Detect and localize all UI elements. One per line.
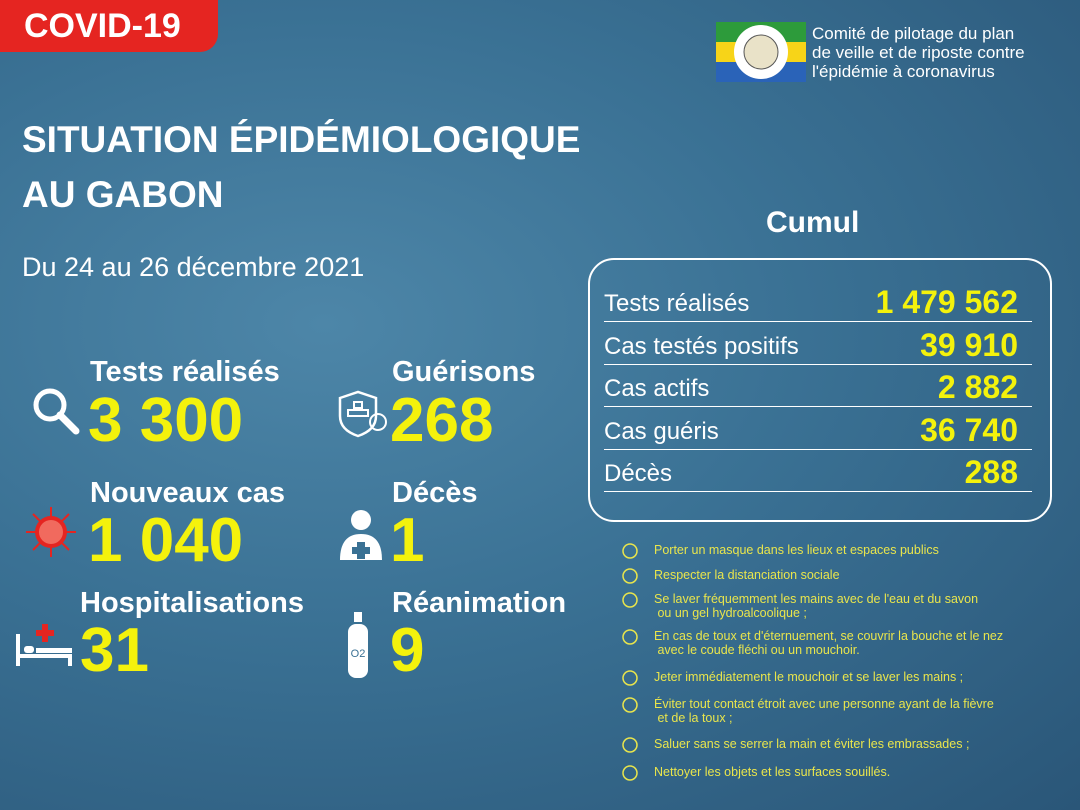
title-line: AU GABON (22, 174, 224, 215)
cumul-value: 36 740 (920, 411, 1018, 448)
advice-icon (622, 629, 638, 645)
cumul-row: Tests réalisés 1 479 562 (604, 279, 1032, 322)
icon-bed (16, 624, 72, 666)
advice-item: Se laver fréquemment les mains avec de l… (654, 592, 978, 620)
org-line: Comité de pilotage du plan (812, 24, 1015, 43)
icon-virus (26, 507, 76, 557)
advice-line: Respecter la distanciation sociale (654, 568, 840, 582)
cumul-value: 1 479 562 (875, 284, 1018, 320)
org-line: l'épidémie à coronavirus (812, 62, 995, 81)
cumul-value: 39 910 (920, 326, 1018, 363)
advice-item: Saluer sans se serrer la main et éviter … (654, 737, 969, 751)
cumul-label: Tests réalisés (604, 290, 750, 317)
badge: COVID-19 (0, 0, 218, 52)
cumul-row: Cas testés positifs 39 910 (604, 322, 1032, 365)
advice-icon (622, 568, 638, 584)
stat-value: 31 (80, 616, 149, 685)
advice-icon (622, 543, 638, 559)
advice-icon (622, 697, 638, 713)
cumul-label: Cas actifs (604, 375, 710, 402)
cumul-value: 2 882 (937, 369, 1018, 405)
advice-icon (622, 670, 638, 686)
icon-search (33, 388, 80, 435)
title-line: SITUATION ÉPIDÉMIOLOGIQUE (22, 119, 581, 160)
advice-item: Respecter la distanciation sociale (654, 568, 840, 582)
advice-line: Jeter immédiatement le mouchoir et se la… (654, 670, 964, 684)
stat-value: 3 300 (88, 386, 244, 455)
org-line: de veille et de riposte contre (812, 43, 1025, 62)
cumul-label: Cas guéris (604, 417, 719, 445)
advice-item: Porter un masque dans les lieux et espac… (654, 543, 939, 557)
stat-label: Réanimation (392, 587, 567, 619)
stat-label: Hospitalisations (80, 587, 304, 619)
stat-label: Nouveaux cas (90, 477, 286, 509)
cumul-value: 288 (964, 454, 1018, 490)
advice-line: avec le coude fléchi ou un mouchoir. (654, 643, 860, 657)
advice-line: et de la toux ; (654, 711, 733, 725)
icon-person (340, 510, 382, 560)
cumul-row: Décès 288 (604, 449, 1032, 492)
organisation: Comité de pilotage du plan de veille et … (812, 24, 1025, 81)
cumul-label: Cas testés positifs (604, 332, 799, 360)
advice-line: Saluer sans se serrer la main et éviter … (654, 737, 970, 751)
stat-label: Guérisons (392, 356, 536, 388)
cumul-label: Décès (604, 460, 673, 487)
flag (716, 22, 806, 82)
advice-item: En cas de toux et d'éternuement, se couv… (654, 629, 1003, 657)
advice-line: ou un gel hydroalcoolique ; (654, 606, 807, 620)
cumul-row: Cas actifs 2 882 (604, 364, 1032, 407)
stat-label: Tests réalisés (90, 356, 280, 388)
advice-line: Éviter tout contact étroit avec une pers… (654, 697, 994, 711)
period: Du 24 au 26 décembre 2021 (22, 252, 365, 282)
advice-item: Nettoyer les objets et les surfaces soui… (654, 765, 890, 779)
svg-text:O2: O2 (351, 648, 366, 660)
cumul-title: Cumul (766, 206, 860, 239)
advice-line: En cas de toux et d'éternuement, se couv… (654, 629, 1004, 643)
stat-value: 1 (390, 506, 425, 575)
icon-oxygen: O2 (348, 612, 368, 678)
advice-item: Jeter immédiatement le mouchoir et se la… (654, 670, 963, 684)
stat-label: Décès (392, 477, 478, 509)
advice-icon (622, 737, 638, 753)
advice-icon (622, 592, 638, 608)
advice-item: Éviter tout contact étroit avec une pers… (654, 697, 994, 725)
cumul-row: Cas guéris 36 740 (604, 407, 1032, 450)
title: SITUATION ÉPIDÉMIOLOGIQUE AU GABON (22, 112, 580, 222)
cumul-box (588, 258, 1052, 522)
advice-line: Porter un masque dans les lieux et espac… (654, 543, 939, 557)
advice-icon (622, 765, 638, 781)
advice-line: Nettoyer les objets et les surfaces soui… (654, 765, 891, 779)
advice-line: Se laver fréquemment les mains avec de l… (654, 592, 979, 606)
icon-shield (338, 390, 387, 438)
stat-value: 9 (390, 616, 425, 685)
stat-value: 268 (390, 386, 494, 455)
stat-value: 1 040 (88, 506, 244, 575)
